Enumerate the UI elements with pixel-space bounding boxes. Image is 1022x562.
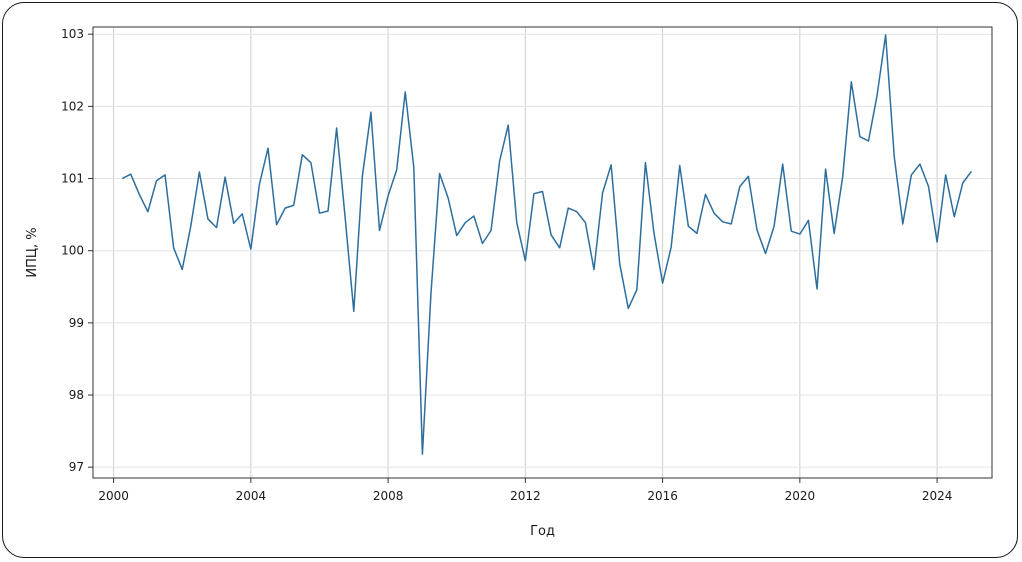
x-tick-label: 2008 <box>373 489 404 503</box>
y-tick-label: 99 <box>69 316 84 330</box>
x-tick-label: 2020 <box>785 489 816 503</box>
grid-lines <box>93 27 992 478</box>
y-axis-label: ИПЦ, % <box>25 227 40 277</box>
y-tick-label: 101 <box>61 172 84 186</box>
y-tick-label: 97 <box>69 460 84 474</box>
x-tick-label: 2012 <box>510 489 541 503</box>
series-group <box>121 34 973 455</box>
plot-area <box>92 26 993 479</box>
y-tick-label: 98 <box>69 388 84 402</box>
x-tick-label: 2000 <box>98 489 129 503</box>
x-tick-label: 2004 <box>236 489 267 503</box>
axis-ticks: 2000 2004 2008 2012 2016 2020 2024 97 98 99 100 101… <box>61 27 952 503</box>
y-tick-label: 100 <box>61 244 84 258</box>
series-line <box>121 34 973 455</box>
y-tick-label: 103 <box>61 27 84 41</box>
x-tick-label: 2016 <box>647 489 678 503</box>
x-axis-label: Год <box>530 524 555 539</box>
y-tick-label: 102 <box>61 99 84 113</box>
x-tick-label: 2024 <box>922 489 953 503</box>
